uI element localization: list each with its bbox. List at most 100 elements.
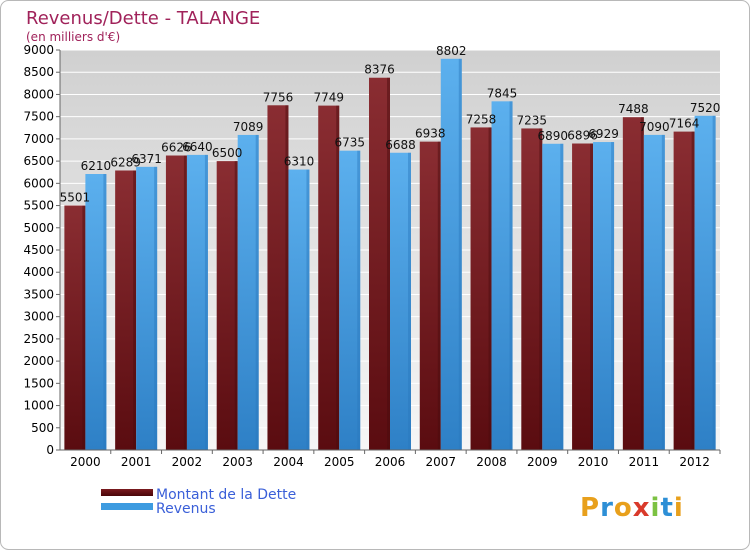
bar-shade-debt-2000 xyxy=(82,205,86,450)
bar-debt-2012 xyxy=(673,131,695,450)
y-tick-label: 2500 xyxy=(23,332,54,346)
bar-revenue-2011 xyxy=(643,134,665,450)
data-label-revenue-2012: 7520 xyxy=(690,101,721,115)
y-tick-label: 0 xyxy=(46,443,54,457)
x-tick-label: 2011 xyxy=(629,455,660,469)
logo-letter: i xyxy=(651,493,661,523)
bar-shade-debt-2007 xyxy=(437,141,441,450)
logo-letter: r xyxy=(600,493,614,523)
logo-letter: P xyxy=(580,493,600,523)
bar-shade-debt-2006 xyxy=(387,77,390,450)
y-tick-label: 5500 xyxy=(23,199,54,213)
bar-revenue-2007 xyxy=(440,58,462,451)
data-label-revenue-2000: 6210 xyxy=(81,159,112,173)
bar-shade-debt-2003 xyxy=(234,161,238,450)
bar-shade-revenue-2000 xyxy=(103,174,107,450)
data-label-revenue-2003: 7089 xyxy=(233,120,264,134)
bar-shade-debt-2002 xyxy=(183,155,187,450)
y-tick-label: 6500 xyxy=(23,154,54,168)
x-axis-ticks: 2000 2001 2002 2003 2004 2005 2006 2007 2008 2009… xyxy=(70,450,721,469)
y-tick-label: 500 xyxy=(31,421,54,435)
y-tick-label: 8500 xyxy=(23,65,54,79)
bar-revenue-2001 xyxy=(136,166,158,450)
y-tick-label: 3000 xyxy=(23,310,54,324)
bar-revenue-2009 xyxy=(542,143,564,450)
bar-revenue-2010 xyxy=(593,142,615,451)
y-tick-label: 9000 xyxy=(23,43,54,57)
logo-text: Proxiti xyxy=(580,493,684,523)
bar-debt-2001 xyxy=(115,170,137,450)
bar-shade-revenue-2009 xyxy=(560,143,564,450)
logo-letter: i xyxy=(674,493,684,523)
data-label-debt-2008: 7258 xyxy=(466,112,497,126)
y-tick-label: 3500 xyxy=(23,287,54,301)
y-tick-label: 7500 xyxy=(23,110,54,124)
legend-swatch-debt xyxy=(101,489,153,496)
data-label-debt-2002: 6626 xyxy=(161,141,192,155)
y-tick-label: 5000 xyxy=(23,221,54,235)
bar-shade-revenue-2001 xyxy=(154,166,158,450)
bar-shade-debt-2001 xyxy=(133,170,137,450)
bar-shade-revenue-2010 xyxy=(611,142,615,451)
x-tick-label: 2010 xyxy=(578,455,609,469)
y-tick-label: 4500 xyxy=(23,243,54,257)
x-tick-label: 2012 xyxy=(679,455,710,469)
bar-shade-debt-2008 xyxy=(488,127,492,450)
x-tick-label: 2008 xyxy=(476,455,507,469)
y-tick-label: 8000 xyxy=(23,87,54,101)
bars xyxy=(64,58,716,451)
bar-debt-2006 xyxy=(369,77,390,450)
bar-revenue-2003 xyxy=(237,134,259,450)
bar-shade-revenue-2006 xyxy=(408,152,411,450)
data-label-debt-2001: 6289 xyxy=(110,155,141,169)
bar-revenue-2005 xyxy=(339,150,361,450)
data-label-debt-2009: 7235 xyxy=(517,113,548,127)
x-tick-label: 2006 xyxy=(375,455,406,469)
bar-shade-debt-2009 xyxy=(539,128,543,450)
bar-debt-2000 xyxy=(64,205,86,450)
data-label-revenue-2006: 6688 xyxy=(385,138,416,152)
bar-shade-debt-2012 xyxy=(691,131,695,450)
data-label-revenue-2009: 6890 xyxy=(538,129,569,143)
legend-label-revenue: Revenus xyxy=(156,501,216,517)
legend-label-debt: Montant de la Dette xyxy=(156,487,296,503)
bar-shade-revenue-2007 xyxy=(458,58,462,451)
bar-revenue-2000 xyxy=(85,174,107,450)
y-tick-label: 1000 xyxy=(23,399,54,413)
x-tick-label: 2004 xyxy=(273,455,304,469)
data-label-revenue-2010: 6929 xyxy=(588,127,619,141)
legend-swatch-revenue xyxy=(101,503,153,510)
data-label-revenue-2007: 8802 xyxy=(436,44,467,58)
y-tick-label: 1500 xyxy=(23,376,54,390)
data-label-revenue-2004: 6310 xyxy=(284,155,315,169)
bar-debt-2005 xyxy=(318,105,340,450)
bar-shade-debt-2010 xyxy=(590,143,594,450)
y-tick-label: 7000 xyxy=(23,132,54,146)
bar-revenue-2012 xyxy=(694,115,716,451)
data-label-debt-2007: 6938 xyxy=(415,127,446,141)
bar-shade-revenue-2002 xyxy=(204,154,208,450)
bar-shade-revenue-2011 xyxy=(661,134,665,450)
y-tick-label: 6000 xyxy=(23,176,54,190)
bar-shade-debt-2011 xyxy=(640,117,644,450)
x-tick-label: 2009 xyxy=(527,455,558,469)
data-label-revenue-2011: 7090 xyxy=(639,120,670,134)
data-label-debt-2005: 7749 xyxy=(313,91,344,105)
bar-debt-2008 xyxy=(470,127,492,450)
proxiti-logo: Proxiti xyxy=(580,493,684,523)
bar-debt-2011 xyxy=(622,117,644,450)
y-tick-label: 2000 xyxy=(23,354,54,368)
bar-debt-2009 xyxy=(521,128,543,450)
data-label-revenue-2001: 6371 xyxy=(131,152,162,166)
bar-revenue-2002 xyxy=(186,154,208,450)
data-label-revenue-2005: 6735 xyxy=(334,136,365,150)
x-tick-label: 2001 xyxy=(121,455,152,469)
bar-shade-revenue-2004 xyxy=(306,169,310,451)
data-label-debt-2010: 6896 xyxy=(567,129,598,143)
bar-shade-revenue-2008 xyxy=(509,101,513,450)
bar-debt-2003 xyxy=(216,161,238,450)
data-label-debt-2003: 6500 xyxy=(212,146,243,160)
